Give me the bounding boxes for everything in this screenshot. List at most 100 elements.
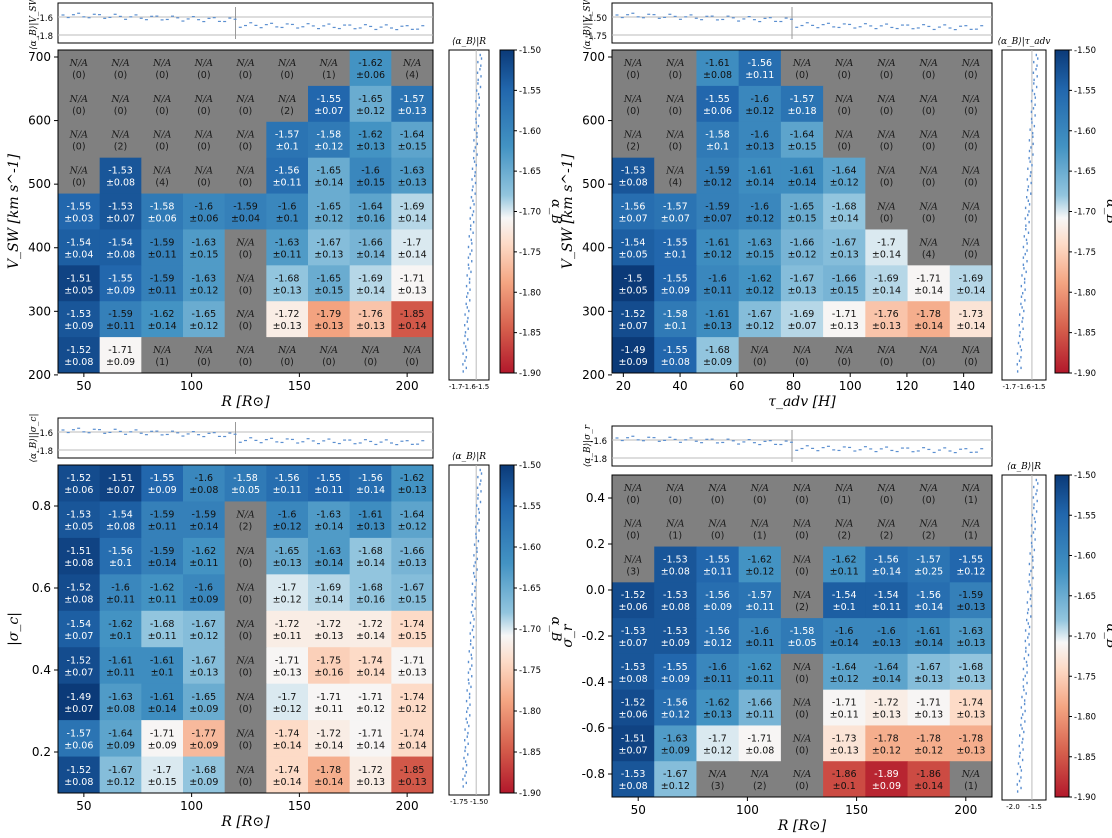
side-marginal-tick-label: -1.5 [1028, 803, 1042, 811]
cell-value-label: -1.74 [358, 655, 383, 666]
cell-error-label: (0) [795, 70, 808, 81]
cell-error-label: (2) [837, 531, 850, 542]
cell-value-label: -1.78 [317, 765, 342, 776]
x-tick-label: 150 [288, 379, 311, 393]
heatmap-cell [907, 582, 951, 619]
heatmap-cell [823, 229, 866, 266]
cell-value-label: -1.86 [916, 769, 941, 780]
cell-error-label: (2) [114, 142, 127, 153]
cell-value-label: N/A [235, 58, 255, 69]
cell-error-label: (0) [880, 178, 893, 189]
colorbar-tick-label: -1.65 [1074, 592, 1096, 602]
cell-error-label: (2) [280, 106, 293, 117]
cell-value-label: -1.59 [705, 166, 730, 177]
cell-error-label: ±0.09 [189, 777, 218, 788]
heatmap-cell [391, 610, 434, 648]
cell-value-label: -1.71 [747, 733, 772, 744]
colorbar-tick-label: -1.65 [1074, 167, 1096, 177]
heatmap-cell [696, 121, 740, 159]
heatmap-cell [183, 229, 226, 266]
heatmap-cell [696, 725, 740, 762]
cell-value-label: -1.61 [358, 510, 383, 521]
x-tick-label: 50 [631, 803, 646, 817]
cell-value-label: -1.6 [195, 473, 214, 484]
heatmap-cell [907, 265, 951, 302]
heatmap-cell [823, 582, 866, 619]
cell-error-label: (0) [795, 781, 808, 792]
cell-error-label: ±0.13 [830, 249, 859, 260]
heatmap-cell [183, 193, 226, 230]
heatmap-cell [391, 50, 434, 87]
cell-error-label: ±0.12 [745, 106, 774, 117]
heatmap-cell [949, 653, 993, 691]
heatmap-cell [391, 720, 434, 758]
cell-error-label: (0) [837, 142, 850, 153]
heatmap-cell [865, 193, 909, 230]
cell-value-label: -1.6 [877, 626, 896, 637]
heatmap-cell [58, 574, 101, 612]
x-tick-label: 50 [76, 799, 91, 813]
cell-value-label: -1.76 [874, 309, 899, 320]
cell-error-label: ±0.15 [314, 285, 343, 296]
cell-value-label: -1.68 [192, 765, 217, 776]
cell-error-label: ±0.05 [64, 522, 93, 533]
cell-error-label: (0) [880, 214, 893, 225]
heatmap-cell [780, 725, 824, 762]
colorbar-tick-label: -1.85 [1074, 753, 1096, 763]
cell-value-label: -1.67 [832, 237, 857, 248]
heatmap-cell [949, 725, 993, 762]
cell-error-label: ±0.14 [356, 631, 385, 642]
heatmap-cell [349, 647, 392, 685]
top-marginal-tick-label: -1.6 [590, 437, 607, 447]
cell-error-label: (0) [626, 70, 639, 81]
heatmap-cell [58, 610, 101, 648]
cell-error-label: ±0.14 [314, 740, 343, 751]
cell-value-label: -1.55 [663, 662, 688, 673]
cell-error-label: (1) [964, 495, 977, 506]
colorbar-tick-label: -1.60 [519, 127, 541, 137]
cell-error-label: ±0.08 [64, 357, 93, 368]
cell-error-label: (0) [880, 106, 893, 117]
cell-value-label: N/A [961, 130, 981, 141]
cell-error-label: ±0.09 [106, 285, 135, 296]
cell-value-label: -1.6 [751, 626, 770, 637]
cell-error-label: (0) [669, 70, 682, 81]
heatmap-cell [865, 157, 909, 195]
cell-value-label: N/A [235, 166, 255, 177]
heatmap-cell [696, 653, 740, 691]
colorbar-tick-label: -1.50 [519, 461, 541, 471]
heatmap-cell [949, 157, 993, 195]
cell-value-label: -1.68 [275, 273, 300, 284]
cell-error-label: ±0.11 [148, 631, 177, 642]
cell-value-label: -1.61 [150, 655, 175, 666]
cell-value-label: -1.63 [663, 733, 688, 744]
cell-value-label: N/A [918, 166, 938, 177]
cell-error-label: ±0.11 [189, 558, 218, 569]
cell-error-label: ±0.14 [398, 321, 427, 332]
cell-error-label: ±0.18 [787, 106, 816, 117]
cell-error-label: ±0.09 [661, 674, 690, 685]
cell-value-label: -1.69 [790, 309, 815, 320]
heatmap-cell [349, 537, 392, 575]
colorbar-tick-label: -1.80 [519, 707, 541, 717]
cell-error-label: ±0.12 [703, 249, 732, 260]
cell-error-label: ±0.12 [189, 285, 218, 296]
heatmap-cell [349, 610, 392, 648]
heatmap-cell [99, 465, 142, 502]
cell-value-label: -1.56 [916, 590, 941, 601]
heatmap-cell [654, 85, 697, 123]
heatmap-cell [391, 574, 434, 612]
heatmap-cell [949, 761, 993, 798]
cell-error-label: (0) [669, 495, 682, 506]
cell-value-label: -1.67 [317, 237, 342, 248]
cell-error-label: (0) [114, 106, 127, 117]
cell-value-label: -1.57 [67, 728, 92, 739]
cell-error-label: ±0.06 [356, 70, 385, 81]
cell-error-label: ±0.15 [745, 249, 774, 260]
heatmap-cell [391, 465, 434, 502]
x-tick-label: 200 [396, 379, 419, 393]
cell-value-label: -1.55 [317, 473, 342, 484]
cell-error-label: (0) [964, 357, 977, 368]
colorbar-label: α_B [548, 199, 563, 224]
heatmap-cell [99, 265, 142, 302]
